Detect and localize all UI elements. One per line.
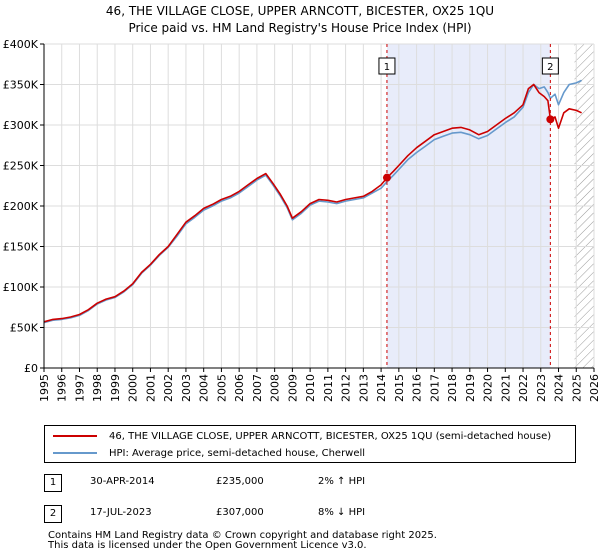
- x-tick-label: 2004: [198, 374, 211, 402]
- x-tick-label: 2007: [251, 374, 264, 402]
- sale-number-box: 1: [44, 474, 62, 492]
- sale-point: [382, 173, 391, 182]
- legend-swatch-hpi: [53, 452, 97, 454]
- x-tick-label: 2001: [144, 374, 157, 402]
- y-tick-label: £0: [24, 362, 38, 375]
- legend-swatch-price: [53, 435, 97, 437]
- x-tick-label: 2002: [162, 374, 175, 402]
- sale-number-box: 2: [44, 505, 62, 523]
- y-tick-label: £150K: [3, 241, 39, 254]
- y-tick-label: £200K: [3, 200, 39, 213]
- sale-annotation-label: 1: [384, 62, 390, 73]
- chart-title: 46, THE VILLAGE CLOSE, UPPER ARNCOTT, BI…: [0, 3, 600, 37]
- x-tick-label: 2021: [499, 374, 512, 402]
- y-tick-label: £250K: [3, 160, 39, 173]
- sale-date: 30-APR-2014: [90, 476, 155, 487]
- x-tick-label: 2003: [180, 374, 193, 402]
- sale-price: £235,000: [216, 476, 264, 487]
- y-tick-label: £100K: [3, 281, 39, 294]
- sale-annotation-box: [541, 57, 559, 75]
- sale-point: [546, 115, 555, 124]
- x-tick-label: 2022: [517, 374, 530, 402]
- x-tick-label: 1996: [56, 374, 69, 402]
- x-tick-label: 2009: [286, 374, 299, 402]
- legend-item-hpi: HPI: Average price, semi-detached house,…: [53, 445, 365, 461]
- x-tick-label: 2026: [588, 374, 600, 402]
- sale-hpi-change: 2% ↑ HPI: [318, 476, 366, 487]
- x-tick-label: 2005: [215, 374, 228, 402]
- y-tick-label: £350K: [3, 79, 39, 92]
- x-tick-label: 2010: [304, 374, 317, 402]
- x-tick-label: 2024: [553, 374, 566, 402]
- sale-annotation-label: 2: [547, 62, 553, 73]
- x-tick-label: 2023: [535, 374, 548, 402]
- legend: 46, THE VILLAGE CLOSE, UPPER ARNCOTT, BI…: [44, 425, 576, 463]
- x-tick-label: 2008: [269, 374, 282, 402]
- footer-line-2: This data is licensed under the Open Gov…: [48, 540, 367, 551]
- x-tick-label: 2011: [322, 374, 335, 402]
- title-line-1: 46, THE VILLAGE CLOSE, UPPER ARNCOTT, BI…: [105, 4, 495, 18]
- x-tick-label: 2012: [340, 374, 353, 402]
- footer-line-1: Contains HM Land Registry data © Crown c…: [48, 530, 437, 541]
- y-tick-label: £300K: [3, 119, 39, 132]
- x-tick-label: 2016: [411, 374, 424, 402]
- sale-price: £307,000: [216, 507, 264, 518]
- legend-label-hpi: HPI: Average price, semi-detached house,…: [109, 447, 366, 459]
- x-tick-label: 2018: [446, 374, 459, 402]
- footer: Contains HM Land Registry data © Crown c…: [48, 531, 437, 551]
- x-tick-label: 2014: [375, 374, 388, 402]
- x-tick-label: 1995: [38, 374, 51, 402]
- x-tick-label: 2000: [127, 374, 140, 402]
- x-tick-label: 2017: [428, 374, 441, 402]
- sale-date: 17-JUL-2023: [90, 507, 152, 518]
- x-tick-label: 1998: [91, 374, 104, 402]
- sale-annotation-box: [378, 57, 396, 75]
- x-tick-label: 2013: [357, 374, 370, 402]
- legend-item-price: 46, THE VILLAGE CLOSE, UPPER ARNCOTT, BI…: [53, 428, 551, 444]
- x-tick-label: 2020: [482, 374, 495, 402]
- x-tick-label: 2019: [464, 374, 477, 402]
- x-tick-label: 2015: [393, 374, 406, 402]
- x-tick-label: 1999: [109, 374, 122, 402]
- sale-hpi-change: 8% ↓ HPI: [318, 507, 366, 518]
- y-tick-label: £50K: [10, 322, 39, 335]
- x-tick-label: 2006: [233, 374, 246, 402]
- y-tick-label: £400K: [3, 38, 39, 51]
- legend-label-price: 46, THE VILLAGE CLOSE, UPPER ARNCOTT, BI…: [109, 430, 552, 442]
- price-paid-line: [43, 83, 582, 323]
- x-tick-label: 1997: [73, 374, 86, 402]
- chart-plot: 1 2 £0 £50K £100K £150K £200K £250K £300K £350K £…: [3, 38, 600, 402]
- x-tick-label: 2025: [570, 374, 583, 402]
- title-line-2: Price paid vs. HM Land Registry's House …: [128, 21, 472, 35]
